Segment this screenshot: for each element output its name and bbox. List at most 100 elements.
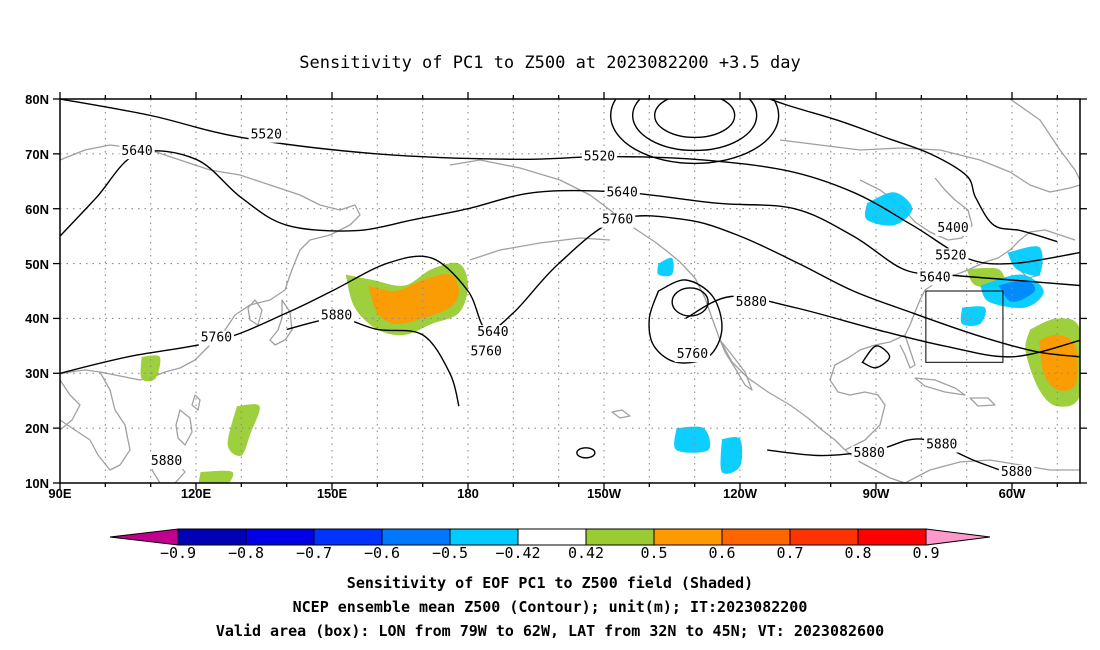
lat-label-70n: 70N xyxy=(25,147,49,162)
colorbar-label: 0.9 xyxy=(912,544,939,562)
contour-label-background xyxy=(933,248,969,264)
contour-label-background xyxy=(604,185,640,201)
coastline-taiwan xyxy=(191,394,201,411)
contour-polar-low xyxy=(609,99,780,165)
contour-label: 5880 xyxy=(926,438,957,453)
caption-line-3: Valid area (box): LON from 79W to 62W, L… xyxy=(216,622,884,640)
coastline-alaska xyxy=(449,159,681,263)
contour-polar-low xyxy=(653,99,736,139)
positive-sensitivity-area xyxy=(140,355,161,382)
contour-label: 5760 xyxy=(470,344,501,359)
contour-label-background xyxy=(248,127,284,143)
lat-label-40n: 40N xyxy=(25,311,49,326)
colorbar-label: −0.7 xyxy=(296,544,332,562)
positive-sensitivity-area xyxy=(227,404,260,456)
colorbar-swatch xyxy=(313,528,383,546)
contour-label: 5880 xyxy=(151,454,182,469)
positive-sensitivity-area xyxy=(1039,334,1078,391)
map-panel: 5520 5640 5520 5640 5760 5400 5520 5640 5880 5880… xyxy=(25,92,1087,501)
positive-sensitivity-area xyxy=(198,470,234,483)
contour-5640 xyxy=(60,150,1080,287)
colorbar-swatch xyxy=(449,528,519,546)
lon-label-120e: 120E xyxy=(181,486,212,501)
coastline-greenland xyxy=(1009,99,1080,181)
colorbar-label: 0.42 xyxy=(568,544,604,562)
coastline-india xyxy=(60,379,81,431)
contour-5880 xyxy=(861,345,891,369)
colorbar-swatch xyxy=(109,528,179,546)
colorbar-label: 0.8 xyxy=(844,544,871,562)
coastline-baja xyxy=(719,339,753,391)
colorbar-swatch xyxy=(381,528,451,546)
negative-sensitivity-area xyxy=(657,257,674,277)
colorbar-swatch xyxy=(177,528,247,546)
contour-label-background xyxy=(148,454,185,470)
colorbar-swatch xyxy=(245,528,315,546)
positive-sensitivity-area xyxy=(368,274,459,325)
coastline-hispaniola xyxy=(969,397,996,407)
contour-label-background xyxy=(318,308,355,324)
lon-label-90e: 90E xyxy=(48,486,71,501)
caption-line-2: NCEP ensemble mean Z500 (Contour); unit(… xyxy=(293,598,808,616)
contour-label-background xyxy=(851,445,887,461)
contour-label-background xyxy=(581,149,618,165)
contour-label: 5760 xyxy=(677,347,708,362)
contour-label: 5640 xyxy=(477,325,508,340)
lat-label-60n: 60N xyxy=(25,202,49,217)
coastline-japan xyxy=(269,299,293,346)
contour-label: 5400 xyxy=(937,221,968,236)
colorbar xyxy=(109,528,991,546)
colorbar-swatch xyxy=(789,528,859,546)
contour-label-background xyxy=(674,347,711,363)
contour-label: 5760 xyxy=(602,213,633,228)
colorbar-label: −0.5 xyxy=(432,544,468,562)
contour-label: 5520 xyxy=(251,128,282,143)
caption-line-1: Sensitivity of EOF PC1 to Z500 field (Sh… xyxy=(347,574,753,592)
contour-label-background xyxy=(119,144,155,160)
contour-5760 xyxy=(60,215,1080,374)
coastline-philippines xyxy=(175,409,193,446)
contour-label-background xyxy=(998,465,1035,481)
coastline-aleutians xyxy=(469,237,611,261)
gridlines xyxy=(60,99,1080,483)
longitude-labels: 90E 120E 150E 180 150W 120W 90W 60W xyxy=(48,486,1026,501)
lon-label-150e: 150E xyxy=(317,486,348,501)
contour-label: 5520 xyxy=(584,150,615,165)
map-background xyxy=(60,99,1080,483)
colorbar-swatch xyxy=(517,528,587,546)
contour-label: 5640 xyxy=(919,270,950,285)
negative-sensitivity-area xyxy=(1007,246,1043,276)
colorbar-label: 0.5 xyxy=(640,544,667,562)
contour-5880 xyxy=(767,438,1022,479)
colorbar-label: −0.8 xyxy=(228,544,264,562)
negative-sensitivity-area xyxy=(998,279,1036,303)
colorbar-label: −0.42 xyxy=(495,544,540,562)
negative-sensitivity-area xyxy=(674,426,711,453)
contour-label: 5880 xyxy=(854,446,885,461)
colorbar-label: −0.9 xyxy=(160,544,196,562)
contour-label: 5880 xyxy=(736,295,767,310)
lat-label-10n: 10N xyxy=(25,476,49,491)
contour-label-background xyxy=(468,344,504,360)
axis-ticks xyxy=(53,92,1087,490)
caption: Sensitivity of EOF PC1 to Z500 field (Sh… xyxy=(216,574,884,640)
colorbar-swatch xyxy=(721,528,791,546)
colorbar-swatch xyxy=(653,528,723,546)
lon-label-60w: 60W xyxy=(999,486,1026,501)
contour-label-background xyxy=(475,325,511,341)
lat-label-50n: 50N xyxy=(25,257,49,272)
colorbar-label: −0.6 xyxy=(364,544,400,562)
contour-polar-low xyxy=(631,99,758,152)
valid-area-box xyxy=(925,290,1004,363)
lon-label-90w: 90W xyxy=(863,486,890,501)
contour-label-background xyxy=(198,330,235,346)
coastline-gulf-mexico xyxy=(829,289,926,451)
colorbar-labels: −0.9 −0.8 −0.7 −0.6 −0.5 −0.42 0.42 0.5 … xyxy=(160,544,940,562)
contour-5880 xyxy=(685,295,1080,358)
lat-label-30n: 30N xyxy=(25,366,49,381)
colorbar-swatch xyxy=(925,528,991,546)
contour-label: 5640 xyxy=(606,185,637,200)
colorbar-label: 0.6 xyxy=(708,544,735,562)
contour-5760-core xyxy=(671,287,709,317)
coastline-south-america xyxy=(904,459,1080,483)
